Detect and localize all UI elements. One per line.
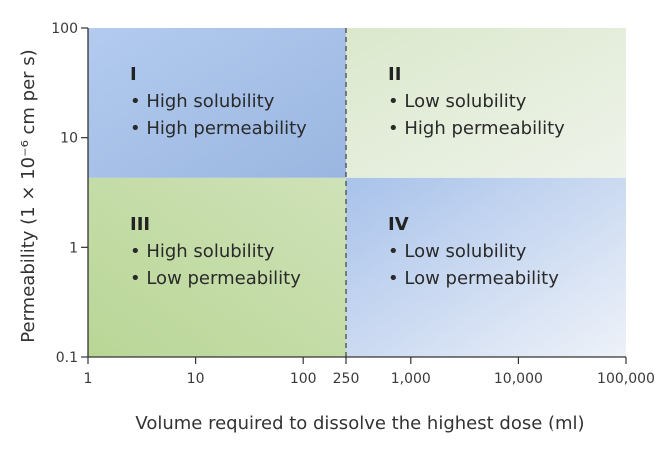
x-tick-label: 250 — [333, 371, 360, 387]
quadrant-i-property: • High permeability — [130, 118, 307, 139]
quadrant-iii-property: • Low permeability — [130, 268, 301, 289]
quadrant-regions — [88, 28, 626, 357]
x-tick-label: 1 — [84, 371, 93, 387]
x-tick-label: 100,000 — [597, 371, 655, 387]
quadrant-i-region — [88, 28, 347, 178]
x-tick-label: 10,000 — [494, 371, 543, 387]
quadrant-i-numeral: I — [130, 64, 137, 85]
quadrant-iii-numeral: III — [130, 214, 150, 235]
y-axis-title: Permeability (1 × 10⁻⁶ cm per s) — [18, 49, 39, 342]
y-tick-label: 100 — [51, 21, 78, 37]
x-axis-title: Volume required to dissolve the highest … — [135, 413, 584, 434]
quadrant-iv-property: • Low solubility — [388, 241, 527, 262]
quadrant-iii-property: • High solubility — [130, 241, 275, 262]
quadrant-ii-property: • High permeability — [388, 118, 565, 139]
quadrant-i-property: • High solubility — [130, 91, 275, 112]
quadrant-ii-numeral: II — [388, 64, 401, 85]
y-tick-label: 0.1 — [56, 350, 78, 366]
quadrant-iv-numeral: IV — [388, 214, 409, 235]
x-tick-label: 100 — [290, 371, 317, 387]
y-tick-label: 10 — [60, 131, 78, 147]
y-tick-labels: 0.1 1 10 100 — [51, 21, 88, 366]
x-tick-label: 10 — [187, 371, 205, 387]
y-tick-label: 1 — [69, 240, 78, 256]
quadrant-ii-region — [346, 28, 626, 178]
watermark-text: 雪球：竹升Drug — [548, 429, 652, 445]
quadrant-iv-property: • Low permeability — [388, 268, 559, 289]
quadrant-labels: I • High solubility • High permeability II •… — [130, 64, 565, 289]
x-tick-label: 1,000 — [391, 371, 431, 387]
quadrant-iv-region — [346, 177, 626, 357]
quadrant-iii-region — [88, 177, 347, 357]
axes — [87, 28, 626, 358]
x-tick-labels: 1 10 100 250 1,000 10,000 100,000 — [84, 357, 655, 387]
quadrant-ii-property: • Low solubility — [388, 91, 527, 112]
